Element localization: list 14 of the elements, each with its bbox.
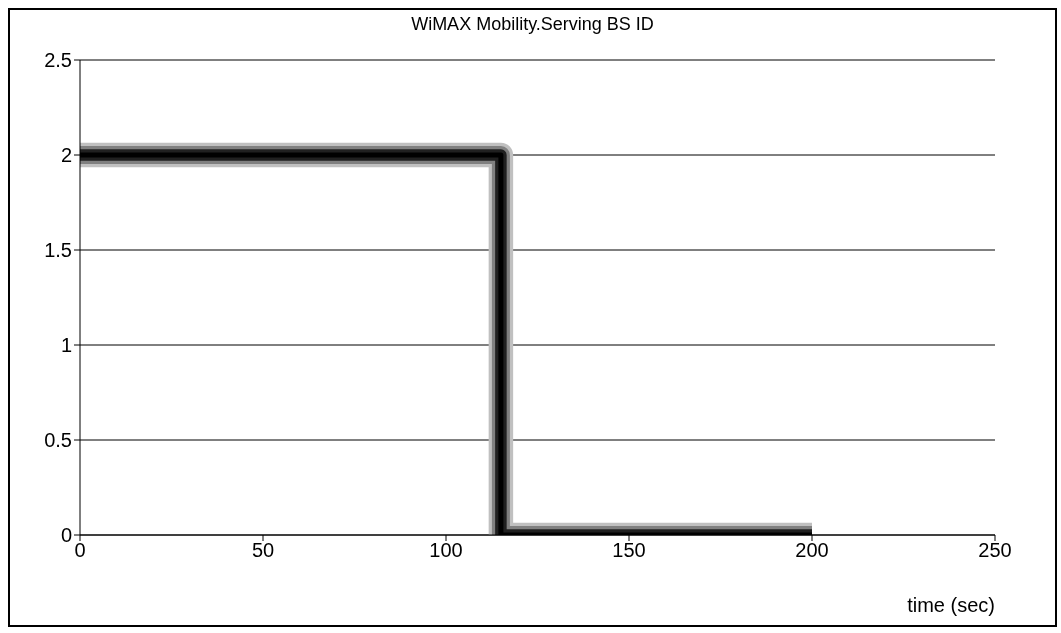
chart-title: WiMAX Mobility.Serving BS ID bbox=[410, 13, 655, 36]
x-axis-title: time (sec) bbox=[907, 594, 995, 617]
x-tick-label: 150 bbox=[612, 539, 646, 562]
x-tick-label: 200 bbox=[795, 539, 829, 562]
y-tick-label: 0.5 bbox=[44, 429, 72, 452]
y-tick-label: 2.5 bbox=[44, 49, 72, 72]
y-tick-label: 1 bbox=[60, 334, 72, 357]
x-tick-label: 100 bbox=[429, 539, 463, 562]
x-tick-label: 250 bbox=[978, 539, 1012, 562]
y-tick-label: 0 bbox=[60, 524, 72, 547]
y-tick-label: 2 bbox=[60, 144, 72, 167]
x-tick-label: 0 bbox=[74, 539, 86, 562]
x-tick-label: 50 bbox=[251, 539, 275, 562]
y-tick-label: 1.5 bbox=[44, 239, 72, 262]
